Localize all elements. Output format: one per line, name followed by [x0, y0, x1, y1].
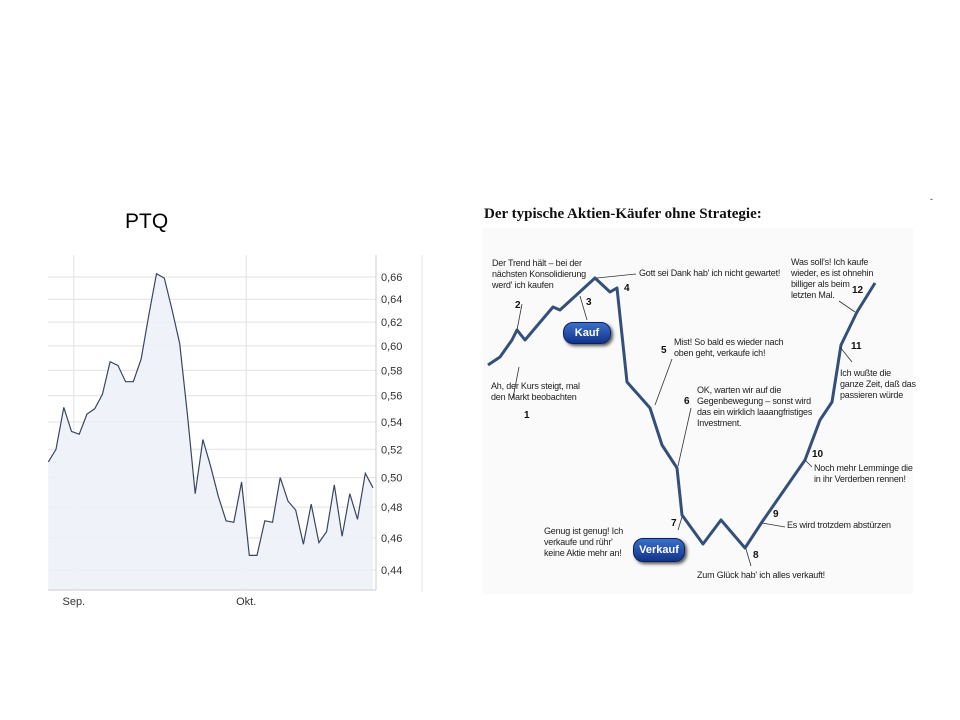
y-tick-label: 0,58 [381, 365, 402, 377]
note-2-text: Der Trend hält – bei der nächsten Konsol… [492, 258, 586, 290]
note-1-number: 1 [524, 410, 530, 421]
y-tick-label: 0,44 [381, 565, 402, 577]
note-9-text: Es wird trotzdem abstürzen [787, 520, 891, 530]
note-9-number: 9 [773, 509, 779, 520]
note-11-text: Ich wußte die ganze Zeit, daß das passie… [840, 368, 916, 400]
y-tick-label: 0,66 [381, 272, 402, 284]
y-tick-label: 0,64 [381, 294, 402, 306]
note-11-number: 11 [851, 341, 862, 352]
price-path [487, 276, 877, 550]
y-tick-label: 0,46 [381, 533, 402, 545]
note-6-text: OK, warten wir auf die Gegenbewegung – s… [697, 385, 813, 428]
note-5-number: 5 [661, 345, 667, 356]
diagram-title: Der typische Aktien-Käufer ohne Strategi… [484, 206, 762, 222]
y-tick-label: 0,60 [381, 341, 402, 353]
note-4-text: Gott sei Dank hab' ich nicht gewartet! [639, 268, 781, 278]
x-tick-label: Okt. [236, 596, 256, 608]
price-area [48, 273, 374, 590]
note-12-number: 12 [852, 285, 864, 296]
y-tick-label: 0,52 [381, 444, 402, 456]
y-tick-label: 0,62 [381, 317, 402, 329]
note-3-number: 3 [586, 297, 592, 308]
note-2-number: 2 [515, 300, 521, 311]
y-tick-label: 0,48 [381, 502, 402, 514]
y-tick-label: 0,54 [381, 417, 402, 429]
note-4-number: 4 [624, 283, 630, 294]
note-7-number: 7 [671, 518, 677, 529]
note-5-text: Mist! So bald es wieder nach oben geht, … [674, 337, 784, 358]
price-line [47, 272, 374, 557]
note-8-number: 8 [753, 550, 759, 561]
note-10-number: 10 [812, 449, 824, 460]
leader-lines [512, 273, 856, 567]
x-tick-label: Sep. [62, 596, 85, 608]
note-8-text: Zum Glück hab' ich alles verkauft! [697, 570, 825, 580]
note-1-text: Ah, der Kurs steigt, mal den Markt beoba… [491, 381, 580, 402]
diagram-lines [487, 273, 877, 567]
note-6-number: 6 [684, 396, 690, 407]
note-7-text: Genug ist genug! Ich verkaufe und rühr' … [544, 526, 624, 558]
investor-cycle-diagram: Kauf Verkauf Ah, der Kurs steigt, mal de… [483, 228, 916, 594]
chart-title: PTQ [125, 210, 169, 233]
y-tick-label: 0,50 [381, 473, 402, 485]
note-12-text: Was soll's! Ich kaufe wieder, es ist ohn… [791, 257, 874, 300]
price-chart: 0,44 0,46 0,48 0,50 0,52 0,54 0,56 0,58 0,60 0,62… [47, 255, 423, 608]
corner-mark: - [930, 194, 933, 204]
buy-button: Kauf [563, 322, 611, 344]
note-10-text: Noch mehr Lemminge die in ihr Verderben … [814, 463, 913, 484]
y-tick-label: 0,56 [381, 391, 402, 403]
sell-button: Verkauf [633, 538, 685, 562]
